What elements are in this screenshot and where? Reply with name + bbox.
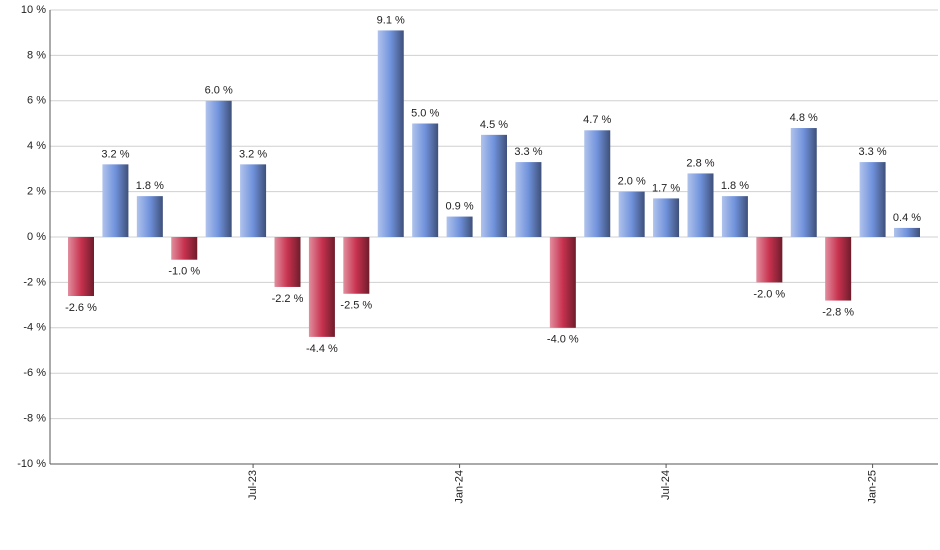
bar: [205, 100, 232, 237]
bar: [653, 198, 680, 237]
y-tick-label: 2 %: [27, 186, 46, 198]
bar: [68, 237, 94, 297]
bar: [102, 164, 129, 237]
bar: [481, 134, 507, 237]
value-label: -2.6 %: [65, 302, 97, 314]
value-label: -4.0 %: [547, 334, 579, 346]
bar: [240, 164, 267, 237]
value-label: -1.0 %: [168, 266, 200, 278]
value-label: 3.3 %: [859, 146, 887, 158]
value-label: 3.2 %: [101, 148, 129, 160]
y-tick-label: -8 %: [23, 413, 46, 425]
y-tick-label: 4 %: [27, 140, 46, 152]
bar: [412, 123, 439, 237]
x-tick-label: Jan-24: [453, 470, 465, 504]
y-tick-label: -4 %: [23, 322, 46, 334]
value-label: 3.3 %: [514, 146, 542, 158]
value-label: 4.8 %: [790, 112, 818, 124]
bar: [136, 196, 163, 237]
x-tick-label: Jul-23: [247, 470, 259, 500]
x-tick-label: Jan-25: [866, 470, 878, 504]
value-label: 4.5 %: [480, 119, 508, 131]
y-tick-label: 8 %: [27, 49, 46, 61]
bar: [618, 191, 645, 237]
x-tick-label: Jul-24: [660, 470, 672, 500]
value-label: 4.7 %: [583, 114, 611, 126]
value-label: 0.9 %: [446, 200, 474, 212]
y-tick-label: 0 %: [27, 231, 46, 243]
value-label: 1.8 %: [721, 180, 749, 192]
bar: [721, 196, 748, 237]
bar: [549, 237, 576, 328]
bar: [859, 162, 886, 237]
y-tick-label: 6 %: [27, 95, 46, 107]
bar: [377, 30, 404, 238]
value-label: 1.8 %: [136, 180, 164, 192]
y-tick-label: -6 %: [23, 367, 46, 379]
value-label: 0.4 %: [893, 212, 921, 224]
value-label: 3.2 %: [239, 148, 267, 160]
value-label: -4.4 %: [306, 343, 338, 355]
bar: [343, 237, 370, 294]
bar: [274, 237, 301, 287]
value-label: 2.0 %: [618, 176, 646, 188]
value-label: 5.0 %: [411, 107, 439, 119]
bar: [584, 130, 611, 237]
y-tick-label: -2 %: [23, 276, 46, 288]
value-label: 9.1 %: [377, 14, 405, 26]
value-label: 2.8 %: [686, 157, 714, 169]
bar: [790, 128, 817, 237]
value-label: -2.5 %: [340, 300, 372, 312]
y-tick-label: 10 %: [21, 4, 46, 16]
value-label: 1.7 %: [652, 182, 680, 194]
value-label: -2.0 %: [753, 288, 785, 300]
y-tick-label: -10 %: [17, 458, 46, 470]
value-label: -2.2 %: [272, 293, 304, 305]
bar: [825, 237, 852, 301]
bar: [894, 227, 920, 237]
bar: [756, 237, 783, 283]
value-label: -2.8 %: [822, 306, 854, 318]
bar: [687, 173, 714, 237]
value-label: 6.0 %: [205, 85, 233, 97]
bar: [446, 216, 473, 237]
bar: [171, 237, 198, 260]
bar: [308, 237, 335, 337]
bar: [515, 162, 542, 237]
